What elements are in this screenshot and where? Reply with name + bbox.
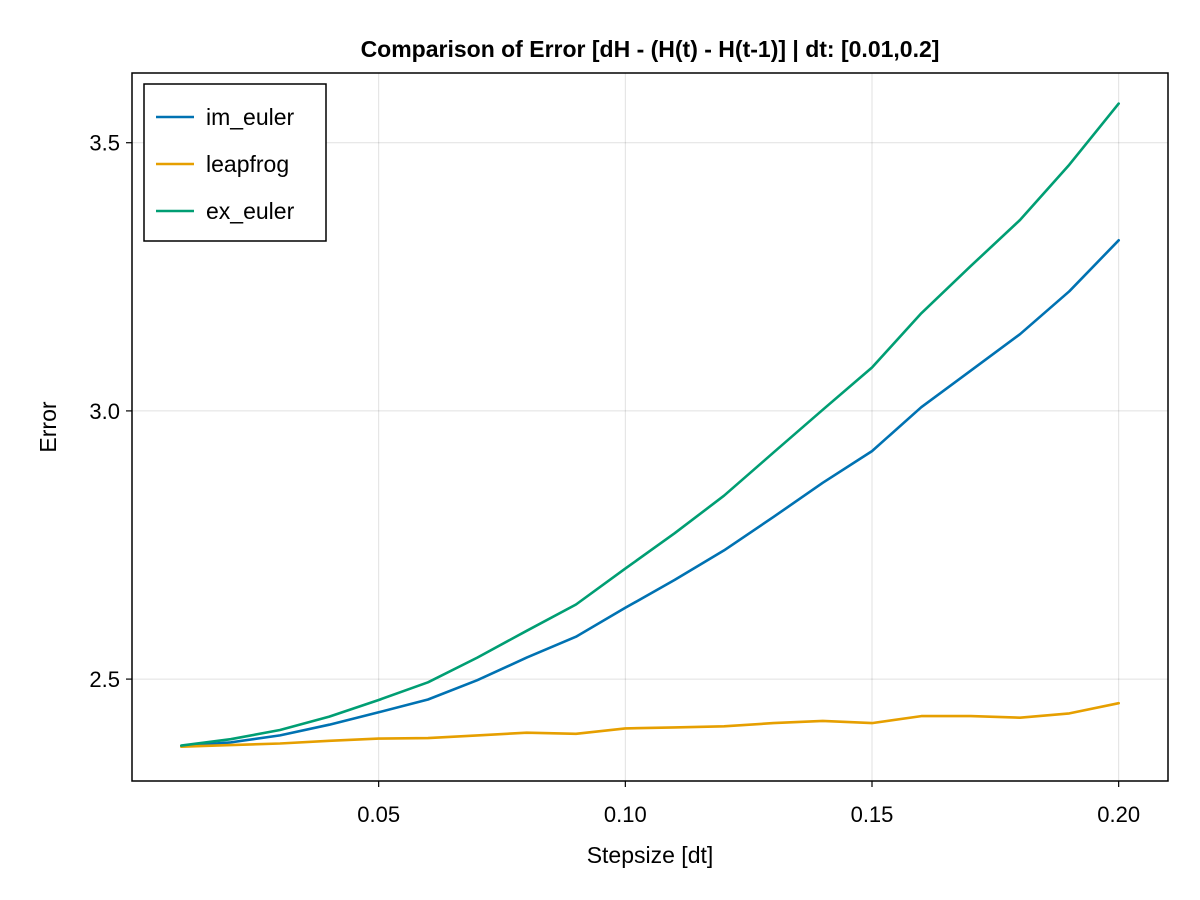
- legend-label-leapfrog: leapfrog: [206, 151, 289, 177]
- chart-title: Comparison of Error [dH - (H(t) - H(t-1)…: [361, 36, 940, 62]
- y-tick-label: 3.0: [89, 399, 120, 424]
- plot-frame: [131, 72, 1169, 782]
- y-axis-ticks: 2.5 3.0 3.5: [89, 131, 132, 692]
- series-line-leapfrog: [180, 701, 1120, 749]
- x-axis-label: Stepsize [dt]: [587, 842, 714, 868]
- y-axis-label: Error: [35, 401, 61, 452]
- y-tick-label: 3.5: [89, 131, 120, 156]
- legend: im_euler leapfrog ex_euler: [143, 83, 327, 242]
- legend-label-im-euler: im_euler: [206, 104, 295, 130]
- legend-box: [143, 83, 327, 242]
- x-axis-ticks: 0.05 0.10 0.15 0.20: [357, 781, 1140, 827]
- legend-label-ex-euler: ex_euler: [206, 198, 295, 224]
- y-tick-label: 2.5: [89, 667, 120, 692]
- series-lines: [180, 102, 1120, 749]
- series-line-im-euler: [180, 239, 1120, 748]
- x-tick-label: 0.05: [357, 802, 400, 827]
- x-tick-label: 0.10: [604, 802, 647, 827]
- series-line-ex-euler: [180, 102, 1120, 747]
- x-tick-label: 0.15: [851, 802, 894, 827]
- x-tick-label: 0.20: [1097, 802, 1140, 827]
